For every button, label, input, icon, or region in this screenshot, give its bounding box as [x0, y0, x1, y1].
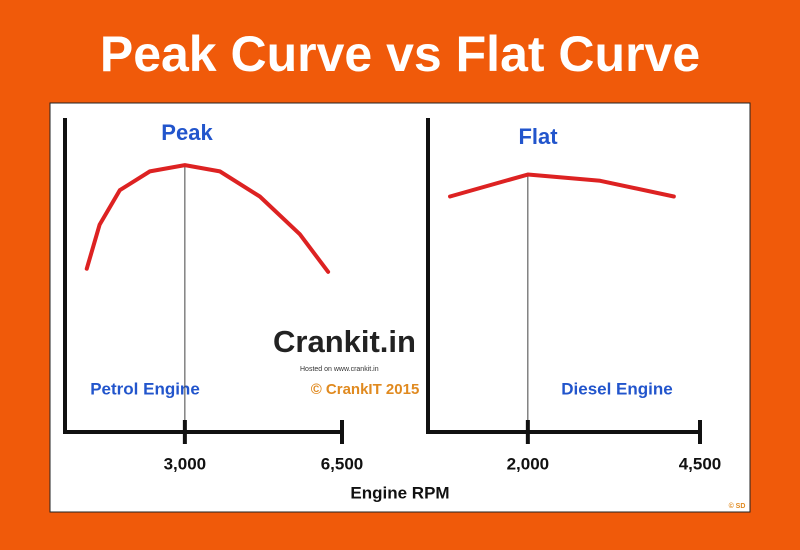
- signature: © SD: [729, 502, 746, 510]
- copyright: © CrankIT 2015: [311, 381, 420, 398]
- x-tick-label: 3,000: [164, 454, 207, 473]
- x-tick-label: 2,000: [507, 454, 550, 473]
- curve: [448, 172, 676, 199]
- curve: [84, 163, 331, 274]
- x-tick-label: 4,500: [679, 454, 722, 473]
- engine-label: Diesel Engine: [561, 379, 672, 398]
- logo-tagline: Hosted on www.crankit.in: [300, 366, 379, 373]
- panel: [49, 102, 751, 513]
- x-axis-label: Engine RPM: [350, 483, 449, 502]
- chart-title: Flat: [518, 124, 558, 149]
- engine-label: Petrol Engine: [90, 379, 200, 398]
- chart-title: Peak: [161, 120, 213, 145]
- x-tick-label: 6,500: [321, 454, 364, 473]
- logo: Crankit.in: [273, 324, 416, 359]
- main-title: Peak Curve vs Flat Curve: [100, 26, 700, 82]
